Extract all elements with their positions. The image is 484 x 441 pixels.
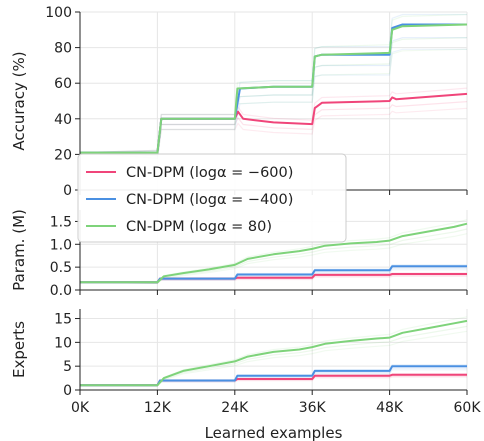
series-line-2 bbox=[80, 23, 468, 154]
series-line-2 bbox=[80, 319, 468, 387]
x-tick-label: 48K bbox=[376, 400, 404, 416]
y-tick-label: 5 bbox=[63, 359, 72, 375]
variant-line bbox=[79, 48, 468, 159]
x-tick-label: 60K bbox=[454, 400, 482, 416]
variant-line bbox=[79, 87, 468, 154]
y-tick-label: 10 bbox=[54, 335, 72, 351]
variant-line bbox=[79, 330, 468, 387]
legend-label: CN-DPM (logα = 80) bbox=[126, 219, 272, 235]
y-tick-label: 0.5 bbox=[50, 260, 72, 276]
y-tick-label: 80 bbox=[54, 41, 72, 57]
y-axis-label: Param. (M) bbox=[10, 209, 28, 291]
x-tick-label: 12K bbox=[144, 400, 172, 416]
y-tick-label: 100 bbox=[45, 5, 72, 21]
variant-line bbox=[79, 325, 468, 387]
y-axis-label: Experts bbox=[10, 321, 28, 378]
x-tick-label: 0K bbox=[71, 400, 90, 416]
x-tick-label: 36K bbox=[299, 400, 327, 416]
y-axis-label: Accuracy (%) bbox=[10, 51, 28, 150]
y-tick-label: 20 bbox=[54, 147, 72, 163]
y-tick-label: 40 bbox=[54, 112, 72, 128]
variant-line bbox=[79, 48, 467, 159]
y-tick-label: 1.0 bbox=[50, 237, 72, 253]
variant-line bbox=[79, 101, 468, 157]
x-tick-label: 24K bbox=[221, 400, 249, 416]
legend-label: CN-DPM (logα = −600) bbox=[126, 165, 293, 181]
series-line-2 bbox=[80, 222, 468, 284]
y-tick-label: 0 bbox=[63, 383, 72, 399]
panel-1: 0.0 0.5 1.0 1.5 Param. (M) bbox=[10, 209, 468, 299]
legend-box bbox=[77, 153, 347, 243]
x-axis-label: Learned examples bbox=[205, 424, 343, 441]
legend: CN-DPM (logα = −600) CN-DPM (logα = −400)… bbox=[77, 153, 347, 243]
y-tick-label: 0.0 bbox=[50, 283, 72, 299]
y-tick-label: 15 bbox=[54, 312, 72, 328]
y-tick-label: 60 bbox=[54, 76, 72, 92]
y-tick-label: 1.5 bbox=[50, 214, 72, 230]
y-tick-label: 0 bbox=[63, 183, 72, 199]
variant-line bbox=[79, 228, 468, 284]
panel-0: 0 20 40 60 80 100 Accuracy (%) bbox=[10, 5, 468, 199]
variant-line bbox=[79, 233, 468, 285]
legend-label: CN-DPM (logα = −400) bbox=[126, 192, 293, 208]
variant-line bbox=[79, 107, 468, 159]
panel-2: 0 5 10 15 Experts bbox=[10, 309, 468, 399]
